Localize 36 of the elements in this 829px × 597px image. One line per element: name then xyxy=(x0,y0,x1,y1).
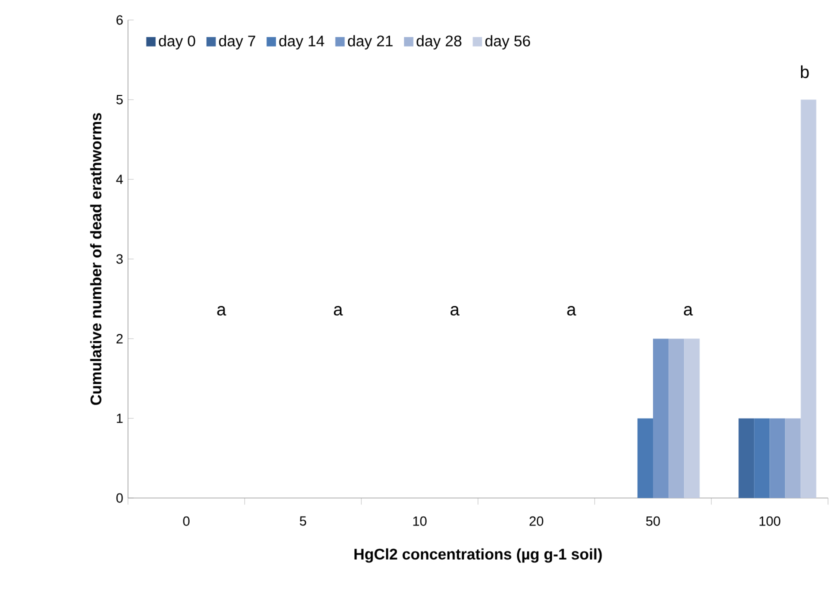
legend-label: day 21 xyxy=(348,35,393,50)
legend-label: day 28 xyxy=(416,35,462,50)
annotation: a xyxy=(334,306,343,316)
x-axis-title: HgCl2 concentrations (µg g-1 soil) xyxy=(354,548,602,563)
bar xyxy=(754,418,770,498)
legend-label: day 7 xyxy=(219,35,256,50)
x-tick-label: 20 xyxy=(530,516,544,526)
annotation: b xyxy=(800,65,809,78)
bar xyxy=(770,418,786,498)
annotation: a xyxy=(567,306,576,316)
bar xyxy=(637,418,654,498)
y-tick-label: 2 xyxy=(116,334,123,344)
x-tick-label: 50 xyxy=(646,516,660,526)
bar xyxy=(785,418,801,498)
annotation: a xyxy=(450,306,460,316)
x-tick-label: 0 xyxy=(183,516,190,526)
annotation: a xyxy=(217,306,226,316)
y-tick-label: 1 xyxy=(116,414,123,423)
legend-label: day 14 xyxy=(279,35,324,50)
bar xyxy=(653,338,669,498)
x-tick-label: 100 xyxy=(760,516,780,526)
y-tick-label: 4 xyxy=(116,174,123,184)
y-axis-title: Cumulative number of dead erathworms xyxy=(90,113,102,405)
y-tick-label: 5 xyxy=(116,95,123,104)
y-tick-label: 0 xyxy=(116,493,123,503)
x-tick-label: 5 xyxy=(300,516,306,526)
y-tick-label: 6 xyxy=(116,15,123,25)
bar xyxy=(684,338,700,498)
bar xyxy=(800,100,816,498)
x-tick-label: 10 xyxy=(413,516,427,526)
y-tick-label: 3 xyxy=(116,254,123,264)
bar xyxy=(738,418,754,498)
annotation: a xyxy=(684,306,693,316)
legend-label: day 56 xyxy=(485,35,530,50)
bar xyxy=(668,338,684,498)
legend-label: day 0 xyxy=(158,35,196,50)
